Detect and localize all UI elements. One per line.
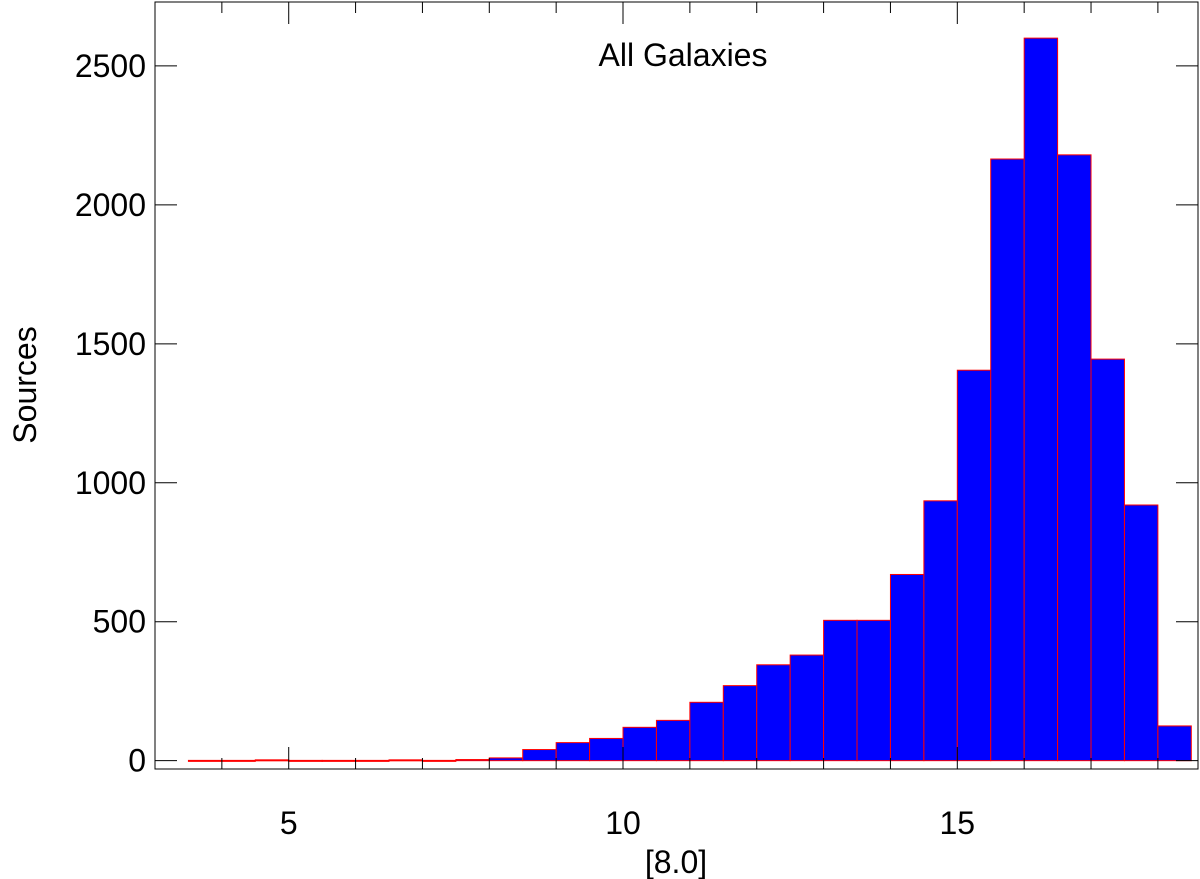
histogram-bar (1023, 37, 1059, 762)
histogram-bar (522, 749, 557, 762)
y-tick-label: 500 (93, 604, 146, 640)
y-tick-label: 0 (128, 743, 146, 779)
x-tick-label: 10 (605, 805, 641, 841)
histogram-bar (1123, 504, 1159, 762)
histogram-bar (1090, 358, 1125, 762)
axis-tick-labels: 5 10 15 0 500 1000 1500 2000 2500 (75, 48, 975, 841)
histogram-bar (187, 759, 223, 762)
histogram-bar (288, 759, 323, 762)
histogram-bar (956, 369, 992, 762)
histogram-bar (421, 759, 457, 762)
y-axis-label: Sources (7, 326, 43, 443)
chart-annotation: All Galaxies (599, 37, 768, 73)
histogram-bar (221, 759, 256, 762)
histogram-bar (655, 719, 691, 762)
y-tick-label: 2000 (75, 187, 146, 223)
histogram-bar (990, 158, 1025, 762)
histogram-bar (355, 759, 390, 762)
histogram-bar (923, 500, 958, 762)
histogram-bar (756, 664, 791, 762)
histogram-bar (689, 701, 724, 762)
histogram-bar (722, 685, 758, 762)
axis-ticks (154, 2, 1198, 769)
histogram-bar (1157, 725, 1192, 762)
y-tick-label: 1000 (75, 465, 146, 501)
plot-frame (154, 1, 1199, 770)
histogram-bar (856, 619, 891, 762)
x-tick-label: 5 (280, 805, 298, 841)
histogram-bar (455, 759, 490, 762)
histogram-bar (1057, 154, 1092, 762)
y-tick-label: 1500 (75, 326, 146, 362)
histogram-bar (589, 737, 624, 762)
histogram-bar (254, 759, 290, 762)
histogram-bars (187, 37, 1192, 762)
histogram-bar (321, 759, 357, 762)
x-tick-label: 15 (940, 805, 976, 841)
histogram-bar (889, 573, 925, 762)
histogram-bar (789, 654, 825, 762)
histogram-bar (622, 726, 657, 762)
histogram-bar (488, 757, 524, 762)
histogram-bar (823, 619, 858, 762)
x-axis-label: [8.0] (645, 844, 707, 879)
histogram-bar (555, 742, 591, 762)
y-tick-label: 2500 (75, 48, 146, 84)
histogram-bar (388, 759, 423, 762)
